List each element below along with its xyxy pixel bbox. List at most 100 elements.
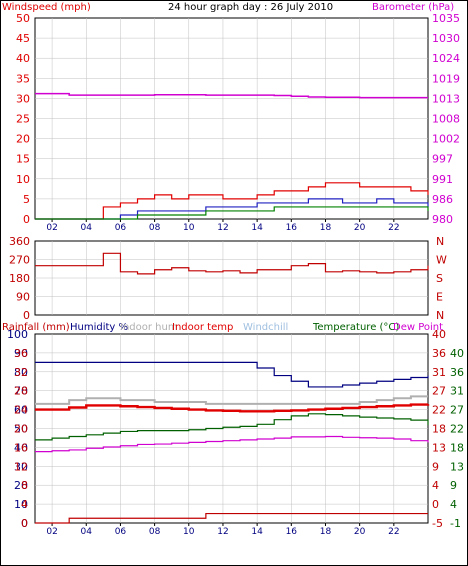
- x-tick-label-08: 08: [149, 527, 161, 537]
- x-tick-label-10: 10: [183, 223, 195, 233]
- secondary-y-tick-9: 40: [450, 347, 464, 360]
- humidity-y-tick-8: 80: [14, 366, 28, 379]
- celsius-y-tick-0: -5: [432, 517, 443, 530]
- series-indoor_temp: [35, 403, 430, 413]
- x-tick-label-02: 02: [46, 527, 57, 537]
- celsius-y-tick-8: 31: [432, 366, 446, 379]
- baro-y-tick-6: 1013: [432, 92, 460, 105]
- temperature-x-ticks: 02 04 06 08 10 12 14 16 18 20 22: [46, 523, 400, 537]
- baro-y-tick-4: 1002: [432, 133, 460, 146]
- series-speed: [35, 206, 429, 220]
- barometer-axis-label: Barometer (hPa): [372, 2, 454, 13]
- secondary-y-tick-3: 13: [450, 460, 464, 473]
- baro-y-tick-1: 986: [432, 193, 453, 206]
- baro-y-tick-10: 1035: [432, 12, 460, 25]
- secondary-y-tick-5: 22: [450, 423, 464, 436]
- x-tick-label-14: 14: [251, 223, 263, 233]
- humidity-y-tick-7: 70: [14, 385, 28, 398]
- x-tick-label-06: 06: [115, 223, 127, 233]
- temperature-grid: [35, 334, 428, 523]
- x-tick-label-22: 22: [388, 527, 399, 537]
- windspeed-axis-label: Windspeed (mph): [2, 2, 91, 13]
- legend-humidity: Humidity %: [70, 322, 128, 333]
- x-tick-label-10: 10: [183, 527, 195, 537]
- baro-y-tick-5: 1008: [432, 113, 460, 126]
- x-tick-label-16: 16: [286, 223, 298, 233]
- wind-series: [35, 92, 429, 220]
- celsius-y-tick-3: 9: [432, 460, 439, 473]
- humidity-y-tick-10: 100: [7, 328, 28, 341]
- series-average: [35, 198, 429, 220]
- legend-dew-point: Dew Point: [393, 322, 443, 333]
- humidity-y-tick-9: 90: [14, 347, 28, 360]
- wind-y-tick-6: 30: [16, 92, 30, 105]
- compass-tick-2: S: [436, 272, 443, 285]
- dir-y-tick-0: 0: [23, 309, 30, 322]
- wind-y-tick-1: 5: [23, 193, 30, 206]
- x-tick-label-04: 04: [81, 223, 93, 233]
- secondary-y-tick-1: 4: [450, 498, 457, 511]
- x-tick-label-22: 22: [388, 223, 399, 233]
- chart-title: 24 hour graph day : 26 July 2010: [168, 2, 333, 13]
- wind-grid: [35, 18, 428, 219]
- humidity-y-tick-0: 0: [21, 517, 28, 530]
- celsius-y-tick-1: 0: [432, 498, 439, 511]
- secondary-y-tick-0: -1: [450, 517, 461, 530]
- x-tick-label-06: 06: [115, 527, 127, 537]
- rain-y-tick-8: 32: [14, 366, 28, 379]
- x-tick-label-18: 18: [320, 223, 332, 233]
- wind-y-tick-2: 10: [16, 173, 30, 186]
- secondary-y-tick-2: 9: [450, 479, 457, 492]
- rain-y-tick-9: 36: [14, 347, 28, 360]
- x-tick-label-20: 20: [354, 527, 366, 537]
- baro-y-tick-0: 980: [432, 213, 453, 226]
- compass-tick-3: W: [436, 254, 447, 267]
- wind-y-tick-9: 45: [16, 32, 30, 45]
- rain-y-tick-1: 4: [21, 498, 28, 511]
- celsius-y-tick-6: 22: [432, 404, 446, 417]
- secondary-y-tick-4: 18: [450, 441, 464, 454]
- series-direction: [35, 252, 429, 275]
- x-tick-label-04: 04: [81, 527, 93, 537]
- direction-series: [35, 252, 429, 275]
- series-barometer: [35, 92, 428, 99]
- temperature-legend: Rainfall (mm) Humidity % Indoor hum Indo…: [2, 322, 443, 333]
- series-dewpoint: [35, 435, 429, 453]
- compass-tick-0: N: [436, 309, 444, 322]
- legend-rainfall: Rainfall (mm): [2, 322, 70, 333]
- celsius-ticks: -5 0 4 9 13 18 22 27 31 36 40: [432, 328, 446, 530]
- rain-y-tick-4: 16: [14, 441, 28, 454]
- rain-y-tick-0: 0: [21, 517, 28, 530]
- wind-y-tick-4: 20: [16, 133, 30, 146]
- series-humidity: [35, 361, 429, 388]
- direction-grid: [35, 241, 428, 315]
- humidity-y-tick-5: 50: [14, 423, 28, 436]
- x-tick-label-20: 20: [354, 223, 366, 233]
- rain-y-tick-6: 24: [14, 404, 28, 417]
- wind-y-tick-8: 40: [16, 52, 30, 65]
- compass-tick-1: E: [436, 291, 443, 304]
- wind-x-ticks: 02 04 06 08 10 12 14 16 18 20 22: [46, 219, 400, 233]
- rain-y-tick-3: 12: [14, 460, 28, 473]
- celsius-y-tick-9: 36: [432, 347, 446, 360]
- baro-y-tick-3: 997: [432, 153, 453, 166]
- baro-y-tick-7: 1019: [432, 72, 460, 85]
- humidity-ticks: 0 10 20 30 40 50 60 70 80 90 100: [7, 328, 28, 530]
- x-tick-label-16: 16: [286, 527, 298, 537]
- x-tick-label-02: 02: [46, 223, 57, 233]
- legend-indoor-temp: Indoor temp: [172, 322, 233, 333]
- celsius-y-tick-2: 4: [432, 479, 439, 492]
- humidity-y-tick-3: 30: [14, 460, 28, 473]
- legend-indoor-hum: Indoor hum: [120, 322, 178, 333]
- baro-y-tick-9: 1030: [432, 32, 460, 45]
- wind-left-ticks: 0 5 10 15 20 25 30 35 40 45 50: [16, 12, 30, 226]
- dir-y-tick-1: 90: [16, 291, 30, 304]
- barometer-right-ticks: 980 986 991 997 1002 1008 1013 1019 1024 1030 1035: [432, 12, 460, 226]
- series-indoor_hum: [35, 395, 428, 405]
- wind-y-tick-10: 50: [16, 12, 30, 25]
- celsius-y-tick-7: 27: [432, 385, 446, 398]
- rain-ticks: 0 4 8 12 16 20 24 28 32 36: [14, 347, 28, 530]
